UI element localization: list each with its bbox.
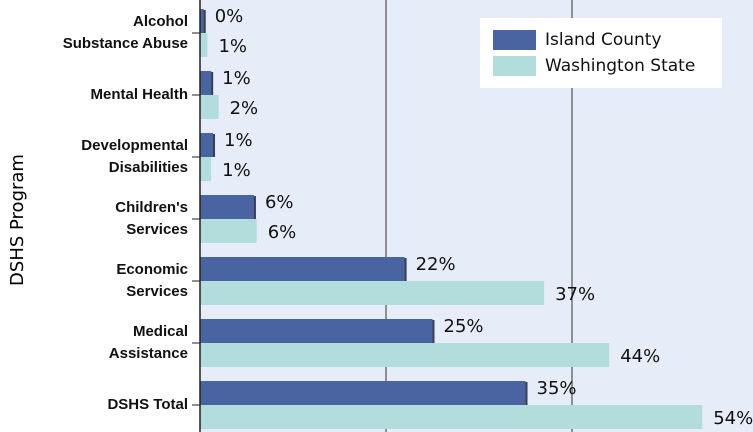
bars: 0% 1% 1% 2% 1% 1% 6% 6% 22% 37% 25% 44% 35% 54% bbox=[200, 6, 753, 429]
value-label: 22% bbox=[416, 254, 456, 275]
y-axis-title: DSHS Program bbox=[7, 154, 28, 286]
value-label: 25% bbox=[444, 316, 484, 337]
legend: Island County Washington State bbox=[480, 18, 722, 88]
legend-swatch bbox=[493, 56, 536, 76]
legend-label: Washington State bbox=[545, 56, 695, 76]
bar bbox=[200, 219, 257, 243]
y-tick-label: Substance Abuse bbox=[63, 35, 188, 52]
bar bbox=[200, 257, 405, 281]
bar bbox=[200, 343, 610, 367]
bar bbox=[200, 319, 433, 343]
value-label: 35% bbox=[537, 378, 577, 399]
bar bbox=[200, 157, 212, 181]
bar-shadow bbox=[202, 10, 206, 33]
value-label: 1% bbox=[218, 36, 247, 57]
legend-label: Island County bbox=[545, 30, 662, 50]
y-tick-label: Children's bbox=[115, 199, 188, 216]
value-label: 6% bbox=[268, 222, 297, 243]
y-tick-label: Developmental bbox=[81, 137, 188, 154]
bar bbox=[200, 195, 254, 219]
y-tick-label: Services bbox=[126, 283, 188, 300]
bar bbox=[200, 281, 545, 305]
y-tick-label: Disabilities bbox=[109, 159, 188, 176]
value-label: 1% bbox=[224, 130, 253, 151]
bar bbox=[200, 33, 208, 57]
value-label: 44% bbox=[620, 346, 660, 367]
bar bbox=[200, 9, 204, 33]
value-label: 0% bbox=[215, 6, 244, 27]
y-tick-label: Economic bbox=[116, 261, 188, 278]
value-label: 1% bbox=[222, 160, 251, 181]
y-tick-label: Medical bbox=[133, 323, 188, 340]
legend-swatch bbox=[493, 30, 536, 50]
value-label: 37% bbox=[555, 284, 595, 305]
legend-box bbox=[480, 18, 722, 88]
y-tick-label: DSHS Total bbox=[107, 396, 188, 413]
bar bbox=[200, 133, 214, 157]
bar bbox=[200, 71, 212, 95]
y-tick-label: Mental Health bbox=[90, 86, 188, 103]
value-label: 54% bbox=[713, 408, 753, 429]
value-label: 2% bbox=[230, 98, 259, 119]
y-tick-label: Assistance bbox=[109, 345, 188, 362]
bar bbox=[200, 405, 703, 429]
y-tick-label: Services bbox=[126, 221, 188, 238]
bar bbox=[200, 381, 526, 405]
bar bbox=[200, 95, 219, 119]
value-label: 6% bbox=[265, 192, 294, 213]
y-tick-label: Alcohol bbox=[133, 13, 188, 30]
value-label: 1% bbox=[222, 68, 251, 89]
